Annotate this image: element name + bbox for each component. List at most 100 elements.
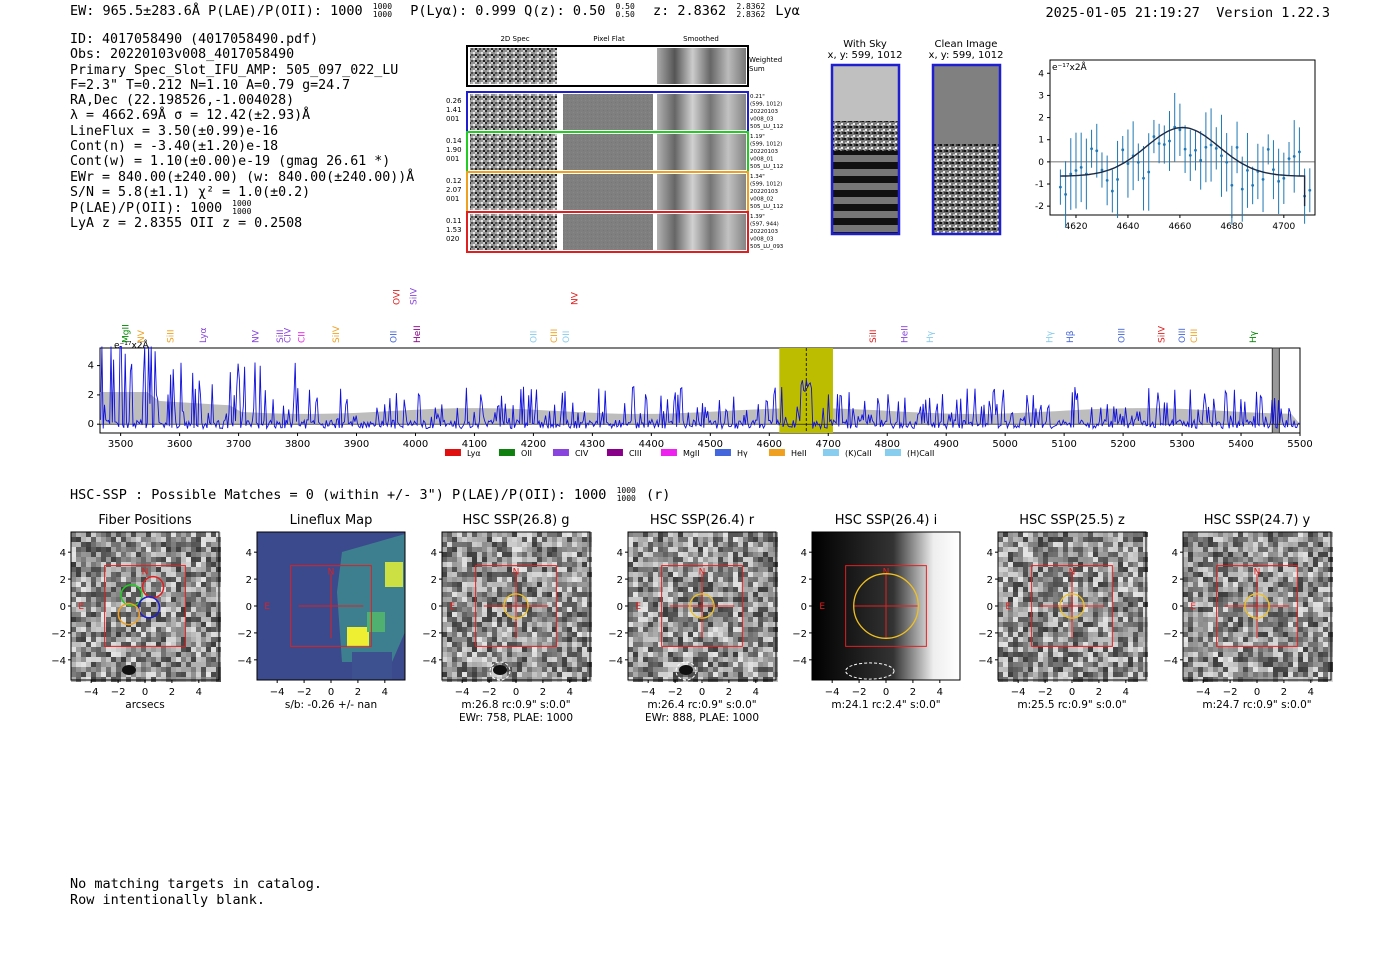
cutout-xtick-label: 2 xyxy=(1096,687,1102,698)
cutout-ytick-label: −2 xyxy=(978,629,993,640)
fit-point xyxy=(1292,154,1296,158)
cutout-ytick-label: −4 xyxy=(51,656,66,667)
cutout-xtick-label: −4 xyxy=(455,687,470,698)
spec2d-row-right-label: (599, 1012) xyxy=(750,142,782,148)
fiber-circle xyxy=(120,583,143,607)
spectral-line-label: SiIV xyxy=(410,287,420,305)
fit-point xyxy=(1188,153,1192,157)
header-qz-fraction: 0.50 0.50 xyxy=(615,2,635,19)
cutout-xtick-label: −4 xyxy=(825,687,840,698)
spec2d-row-left-label: 1.53 xyxy=(446,226,462,234)
spectrum-xtick-label: 4800 xyxy=(874,439,899,450)
sky-image xyxy=(830,63,901,236)
cutout-ytick-label: 4 xyxy=(60,548,66,559)
legend-label: Lyα xyxy=(467,449,481,458)
spectrum-xtick-label: 4700 xyxy=(816,439,841,450)
cutout-xtick-label: −4 xyxy=(270,687,285,698)
header-datetime: 2025-01-05 21:19:27 xyxy=(1045,5,1200,21)
legend-label: MgII xyxy=(683,449,700,458)
spec2d-row-right-label: (597, 944) xyxy=(750,222,779,228)
spec2d-panel: 2D Spec Pixel Flat Smoothed Weighted Sum… xyxy=(446,35,784,253)
fit-xtick-label: 4700 xyxy=(1272,222,1295,232)
info-primary: Primary Spec_Slot_IFU_AMP: 505_097_022_L… xyxy=(70,62,399,78)
cutout-ytick-label: 2 xyxy=(246,575,252,586)
spec2d-row-right-label: 20220103 xyxy=(750,149,778,155)
cutout-xtick-label: −2 xyxy=(852,687,867,698)
weighted-label: Weighted xyxy=(749,56,782,64)
spectrum-xtick-label: 5000 xyxy=(992,439,1017,450)
spec2d-row-right-label: 20220103 xyxy=(750,109,778,115)
info-contn: Cont(n) = -3.40(±1.20)e-18 xyxy=(70,139,279,155)
spectrum-xtick-label: 4000 xyxy=(403,439,428,450)
cutout-xtick-label: 0 xyxy=(513,687,519,698)
fit-point xyxy=(1168,139,1171,143)
spectral-line-label: SiII xyxy=(167,329,177,343)
sky-panels: With Sky x, y: 599, 1012 Clean Image x, … xyxy=(828,39,1003,236)
cutout-xtick-label: 0 xyxy=(699,687,705,698)
cutout-xtick-label: −2 xyxy=(668,687,683,698)
neighbor-ellipse xyxy=(845,662,895,680)
fit-point xyxy=(1287,157,1291,161)
cutout-title: Lineflux Map xyxy=(290,513,373,528)
cutout-xtick-label: 2 xyxy=(726,687,732,698)
spectral-line-label: OII xyxy=(562,331,572,343)
spectrum-ytick-label: 4 xyxy=(88,361,94,372)
cutout-xtick-label: 0 xyxy=(883,687,889,698)
compass-north: N xyxy=(883,568,890,578)
spectral-line-label: NV xyxy=(252,329,262,343)
cutout-ytick-label: −4 xyxy=(1163,656,1178,667)
cutout-xtick-label: 0 xyxy=(142,687,148,698)
neighbor-ellipse xyxy=(675,661,697,681)
cutout-xtick-label: 2 xyxy=(169,687,175,698)
legend-label: OII xyxy=(521,449,532,458)
fit-xtick-label: 4680 xyxy=(1220,222,1243,232)
spec2d-row-left-label: 1.41 xyxy=(446,106,462,114)
search-box xyxy=(845,565,927,647)
legend-label: (K)CaII xyxy=(845,449,872,458)
cutout-xtick-label: −2 xyxy=(1038,687,1053,698)
compass-east: E xyxy=(449,602,455,612)
spectral-line-label: MgII xyxy=(121,324,131,343)
cutout-caption: m:26.8 rc:0.9" s:0.0" xyxy=(461,699,570,711)
spec2d-row-right-label: 505_LU_112 xyxy=(750,204,783,210)
spectral-line-label: SiIV xyxy=(1157,325,1167,343)
fit-point xyxy=(1090,147,1093,151)
cutout-image xyxy=(71,532,221,682)
spectral-line-label: OIII xyxy=(1117,328,1127,343)
cutout-image xyxy=(442,532,592,682)
cutout-ytick-label: 4 xyxy=(246,548,252,559)
fit-ytick-label: 1 xyxy=(1038,136,1044,146)
weighted-label: Sum xyxy=(749,65,765,73)
spectrum-xtick-label: 5200 xyxy=(1110,439,1135,450)
noise-band xyxy=(100,392,1300,425)
spec2d-row-right-label: 505_LU_112 xyxy=(750,164,783,170)
fit-point xyxy=(1246,169,1249,172)
masked-region xyxy=(1271,347,1280,434)
info-plae: P(LAE)/P(OII): 1000 1000 1000 xyxy=(70,199,252,217)
fit-plot-frame xyxy=(1049,59,1316,216)
spec2d-row-right-label: (599, 1012) xyxy=(750,182,782,188)
spec2d-row-left-label: 0.12 xyxy=(446,177,462,185)
cutout-xtick-label: 2 xyxy=(540,687,546,698)
fit-point xyxy=(1261,177,1265,181)
info-sn: S/N = 5.8(±1.1) χ² = 1.0(±0.2) xyxy=(70,184,311,200)
compass-north: N xyxy=(328,568,335,578)
info-contw: Cont(w) = 1.10(±0.00)e-19 (gmag 26.61 *) xyxy=(70,154,391,170)
compass-east: E xyxy=(1190,602,1196,612)
fit-point xyxy=(1194,148,1197,152)
cutout-ytick-label: −4 xyxy=(422,656,437,667)
spec2d-row-right-label: 505_LU_093 xyxy=(750,244,784,250)
fit-point xyxy=(1199,158,1203,162)
legend-swatch xyxy=(884,449,901,456)
fit-point xyxy=(1298,150,1301,154)
aperture-circle xyxy=(503,593,529,619)
spec2d-row-left-label: 1.90 xyxy=(446,146,462,154)
cutout-ytick-label: 0 xyxy=(801,602,807,613)
spectrum-xtick-label: 4600 xyxy=(757,439,782,450)
cutout-ytick-label: 0 xyxy=(1172,602,1178,613)
cutout-ytick-label: 0 xyxy=(431,602,437,613)
